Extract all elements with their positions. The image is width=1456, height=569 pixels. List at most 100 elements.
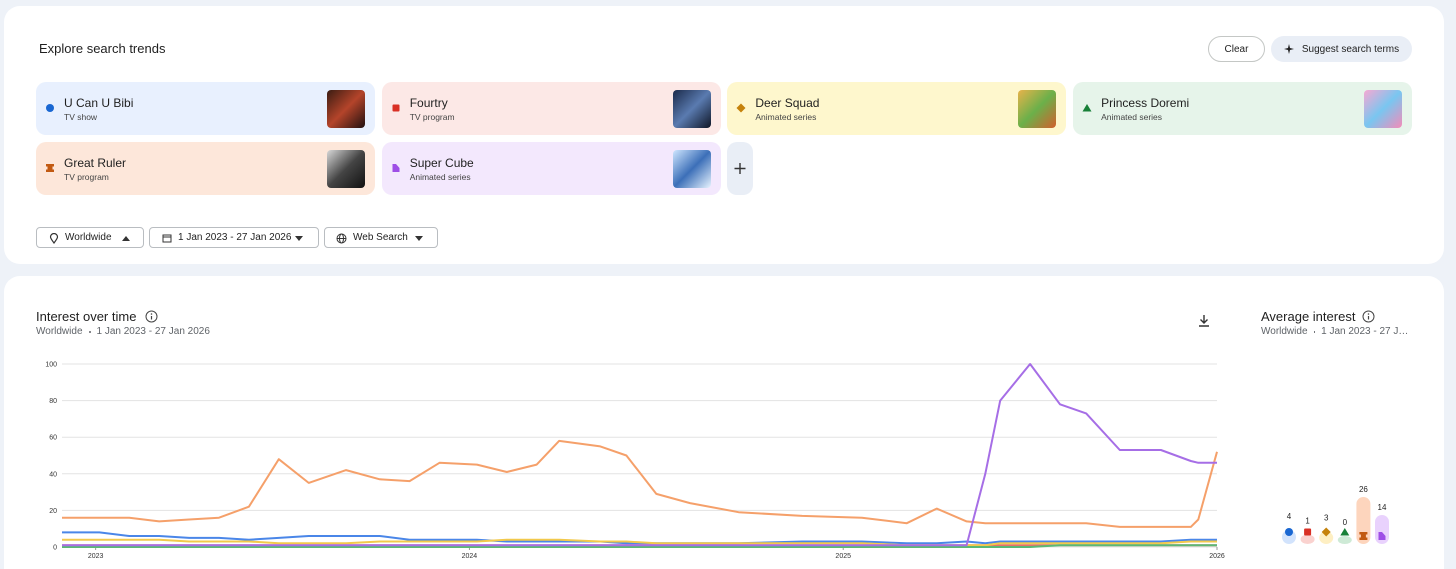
x-tick-label: 2023 xyxy=(88,553,104,560)
plus-icon xyxy=(734,163,746,174)
y-tick-label: 0 xyxy=(53,545,57,552)
property-label: Web Search xyxy=(353,232,408,243)
separator xyxy=(88,330,91,333)
info-dot xyxy=(1367,313,1370,315)
info-icon[interactable] xyxy=(145,310,158,323)
info-dot xyxy=(150,313,153,315)
y-tick-label: 20 xyxy=(49,508,57,515)
calendar xyxy=(162,234,172,243)
line-chart-subtitle: Worldwide 1 Jan 2023 - 27 Jan 2026 xyxy=(36,326,210,337)
date-filter[interactable]: 1 Jan 2023 - 27 Jan 2026 xyxy=(149,227,319,248)
marker xyxy=(1082,104,1092,112)
term-card[interactable]: Super Cube Animated series xyxy=(381,142,721,195)
region: Worldwide xyxy=(1261,326,1308,337)
arrow xyxy=(122,236,130,241)
term-kind: Animated series xyxy=(755,112,817,122)
term-name: Deer Squad xyxy=(755,96,820,110)
term-thumbnail xyxy=(327,90,365,128)
date-label: 1 Jan 2023 - 27 Jan 2026 xyxy=(178,232,292,243)
y-tick-label: 80 xyxy=(49,398,57,405)
marker xyxy=(392,164,400,172)
suggest-label: Suggest search terms xyxy=(1301,43,1400,55)
series-line xyxy=(62,531,1217,545)
page-title: Explore search trends xyxy=(39,41,166,56)
bar xyxy=(1300,534,1315,544)
y-tick-label: 60 xyxy=(49,435,57,442)
bar-chart-title: Average interest xyxy=(1261,309,1356,324)
value-label: 26 xyxy=(1359,485,1368,494)
term-kind: Animated series xyxy=(409,172,471,182)
term-kind: Animated series xyxy=(1101,112,1163,122)
line-chart-title: Interest over time xyxy=(36,309,137,324)
term-kind: TV program xyxy=(409,112,455,122)
marker-icon xyxy=(46,104,54,112)
term-name: U Can U Bibi xyxy=(64,96,134,110)
dropdown-arrow xyxy=(122,236,130,241)
plus xyxy=(734,163,746,174)
bar xyxy=(1319,531,1334,544)
value-label: 0 xyxy=(1343,518,1348,527)
term-name: Princess Doremi xyxy=(1101,96,1190,110)
property-filter[interactable]: Web Search xyxy=(324,227,438,248)
value-label: 3 xyxy=(1324,514,1329,523)
term-name: Fourtry xyxy=(409,96,448,110)
pin-icon xyxy=(49,233,59,244)
explore-card xyxy=(4,6,1444,264)
series-line xyxy=(62,544,1217,548)
marker xyxy=(1359,532,1368,540)
info-icon[interactable] xyxy=(1362,310,1375,323)
marker xyxy=(46,104,54,112)
term-card[interactable]: Deer Squad Animated series xyxy=(727,82,1067,135)
dropdown-arrow xyxy=(415,236,423,241)
region-label: Worldwide xyxy=(65,232,112,243)
value-label: 14 xyxy=(1378,503,1387,512)
marker xyxy=(1285,528,1293,536)
info-ring xyxy=(145,310,158,323)
term-card[interactable]: Princess Doremi Animated series xyxy=(1073,82,1413,135)
calendar-icon xyxy=(162,234,172,243)
marker xyxy=(1340,528,1350,536)
y-tick-label: 40 xyxy=(49,471,57,478)
term-name: Super Cube xyxy=(409,156,474,170)
results-card xyxy=(4,276,1444,569)
pin xyxy=(49,233,59,244)
add-term-button[interactable] xyxy=(727,142,754,195)
sparkle xyxy=(1284,44,1294,54)
y-tick-label: 100 xyxy=(45,362,57,369)
term-kind: TV program xyxy=(64,172,109,182)
x-tick-label: 2024 xyxy=(462,553,478,560)
marker-icon xyxy=(392,164,400,172)
marker xyxy=(46,164,54,172)
value-label: 1 xyxy=(1305,517,1310,526)
info-ring xyxy=(1362,310,1375,323)
marker-icon xyxy=(392,104,400,112)
marker xyxy=(1378,532,1386,540)
term-thumbnail xyxy=(1018,90,1057,128)
term-card[interactable]: Great Ruler TV program xyxy=(36,142,375,195)
series-line xyxy=(62,439,1218,528)
series-line xyxy=(62,363,1217,547)
x-tick-label: 2026 xyxy=(1209,553,1225,560)
region-filter[interactable]: Worldwide xyxy=(36,227,144,248)
suggest-icon xyxy=(1284,44,1294,54)
suggest-button[interactable]: Suggest search terms xyxy=(1271,36,1412,62)
term-kind: TV show xyxy=(64,112,98,122)
download xyxy=(1199,315,1209,327)
arrow xyxy=(415,236,423,241)
term-thumbnail xyxy=(327,150,365,188)
term-card[interactable]: U Can U Bibi TV show xyxy=(36,82,375,135)
clear-button[interactable]: Clear xyxy=(1208,36,1265,62)
arrow xyxy=(295,236,303,241)
term-card[interactable]: Fourtry TV program xyxy=(381,82,721,135)
term-thumbnail xyxy=(672,150,711,188)
globe-icon xyxy=(336,233,347,244)
download-icon[interactable] xyxy=(1197,314,1211,328)
marker xyxy=(1304,528,1312,536)
series-line xyxy=(62,538,1217,547)
marker xyxy=(736,103,746,113)
term-thumbnail xyxy=(672,90,711,128)
marker-icon xyxy=(46,164,54,172)
